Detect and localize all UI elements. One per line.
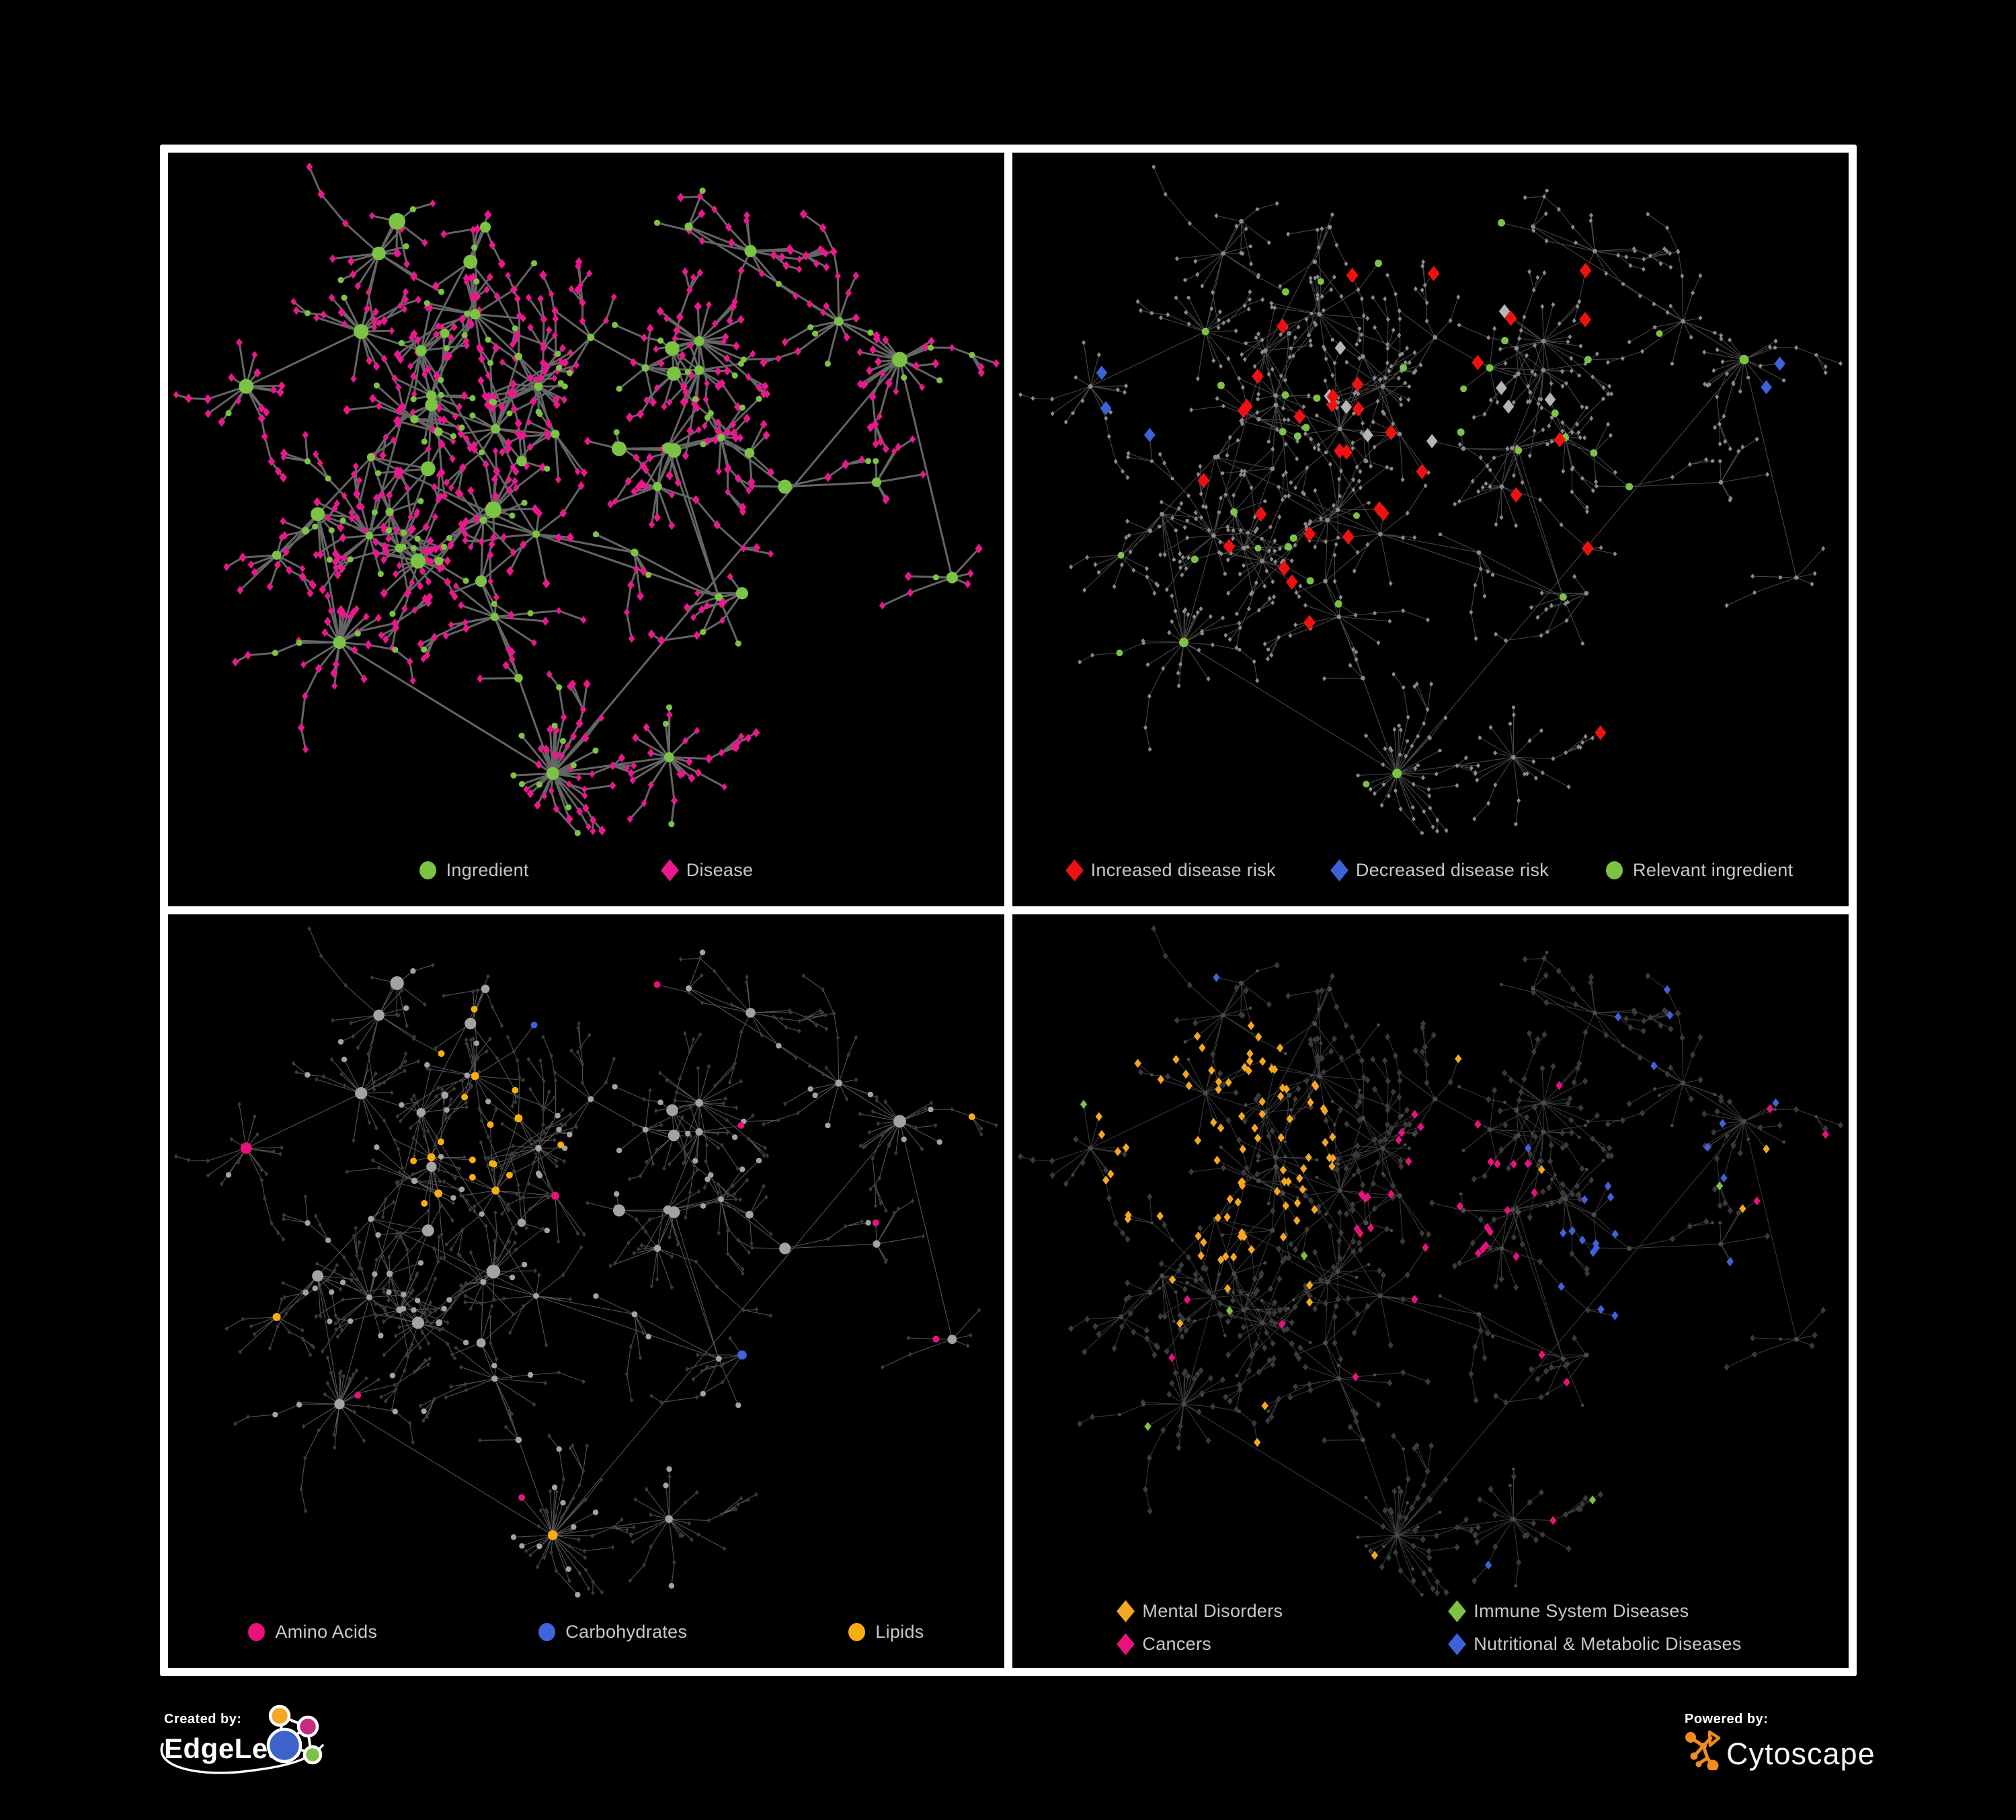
network-graph-ingredient-disease: [173, 162, 1000, 836]
legend-disease-risk: Increased disease risk Decreased disease …: [1012, 859, 1849, 881]
diamond-marker: [1117, 1633, 1135, 1655]
legend-item-decreased-disease-risk: Decreased disease risk: [1330, 859, 1549, 881]
legend-ingredient-disease: Ingredient Disease: [168, 859, 1004, 881]
diamond-marker: [660, 859, 679, 881]
cytoscape-credit: Powered by: Cytoscape: [1685, 1712, 1876, 1772]
created-by-label: Created by:: [164, 1712, 242, 1727]
legend-item-lipids: Lipids: [848, 1622, 924, 1643]
legend-label: Increased disease risk: [1090, 860, 1276, 880]
legend-item-nutritional-metabolic-diseases: Nutritional & Metabolic Diseases: [1448, 1633, 1742, 1655]
diamond-marker: [1448, 1633, 1467, 1655]
panel-disease-classes: Mental Disorders Immune System Diseases Ca…: [1012, 914, 1849, 1668]
diamond-marker: [1065, 859, 1084, 881]
cytoscape-logo-text: Cytoscape: [1726, 1737, 1876, 1771]
legend-item-carbohydrates: Carbohydrates: [538, 1622, 687, 1643]
powered-by-label: Powered by:: [1685, 1712, 1769, 1727]
legend-label: Cancers: [1142, 1634, 1212, 1654]
legend-item-immune-system-diseases: Immune System Diseases: [1448, 1600, 1741, 1622]
legend-item-disease: Disease: [660, 859, 754, 881]
circle-marker: [848, 1623, 866, 1641]
circle-marker: [538, 1623, 556, 1641]
legend-label: Amino Acids: [275, 1622, 378, 1642]
edgeleap-credit: Created by: EdgeLeap: [164, 1712, 302, 1765]
diamond-marker: [1330, 859, 1348, 881]
panel-ingredient-disease: Ingredient Disease: [168, 153, 1004, 906]
legend-label: Immune System Diseases: [1474, 1601, 1689, 1621]
panel-nutrient-classes: Amino Acids Carbohydrates Lipids: [168, 914, 1004, 1668]
legend-item-amino-acids: Amino Acids: [248, 1622, 377, 1643]
legend-label: Nutritional & Metabolic Diseases: [1474, 1634, 1742, 1654]
circle-marker: [419, 861, 436, 879]
circle-marker: [248, 1623, 266, 1641]
legend-item-ingredient: Ingredient: [419, 860, 529, 881]
legend-label: Mental Disorders: [1142, 1601, 1283, 1621]
legend-item-cancers: Cancers: [1117, 1633, 1283, 1655]
legend-item-increased-disease-risk: Increased disease risk: [1065, 859, 1276, 881]
legend-nutrient-classes: Amino Acids Carbohydrates Lipids: [168, 1622, 1004, 1643]
network-graph-nutrient-classes: [174, 926, 998, 1598]
network-graph-disease-risk: [1018, 164, 1843, 835]
edgeleap-logo-text: EdgeLeap: [164, 1733, 302, 1764]
panel-grid: Ingredient Disease Increased disease risk D…: [160, 145, 1857, 1676]
legend-label: Relevant ingredient: [1633, 860, 1793, 880]
panel-disease-risk: Increased disease risk Decreased disease …: [1012, 153, 1849, 906]
legend-label: Disease: [686, 860, 754, 880]
diamond-marker: [1448, 1600, 1467, 1622]
legend-label: Carbohydrates: [565, 1622, 688, 1642]
cytoscape-logo-icon: [1685, 1730, 1721, 1770]
circle-marker: [1606, 861, 1623, 879]
legend-item-relevant-ingredient: Relevant ingredient: [1606, 860, 1793, 881]
diamond-marker: [1117, 1600, 1135, 1622]
legend-label: Ingredient: [446, 860, 529, 880]
legend-item-mental-disorders: Mental Disorders: [1117, 1600, 1283, 1622]
legend-disease-classes: Mental Disorders Immune System Diseases Ca…: [1012, 1600, 1849, 1655]
network-graph-disease-classes: [1017, 925, 1844, 1597]
legend-label: Decreased disease risk: [1355, 860, 1549, 880]
legend-label: Lipids: [875, 1622, 924, 1642]
